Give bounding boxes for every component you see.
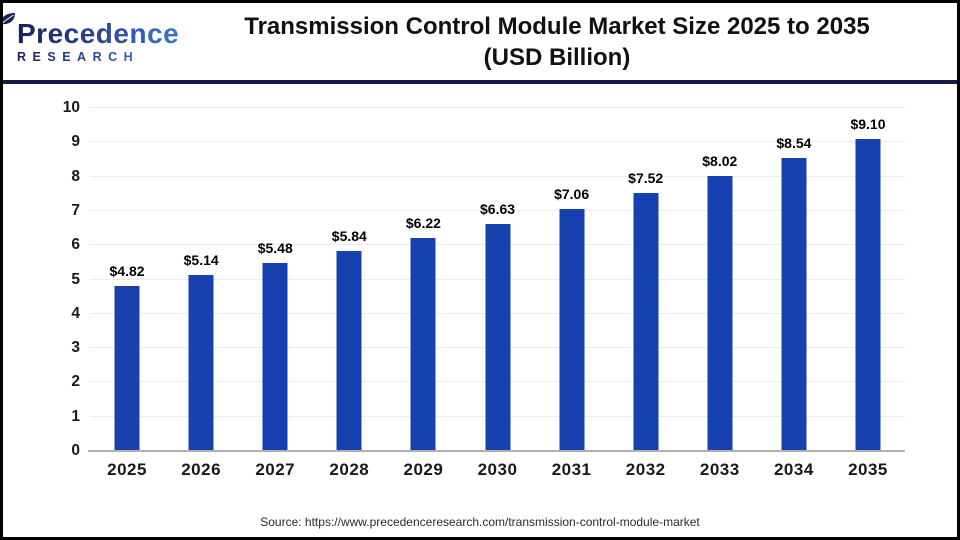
y-tick-label-3: 3 [71, 339, 80, 357]
x-label-2033: 2033 [699, 460, 740, 479]
y-tick-label-6: 6 [71, 236, 80, 254]
y-tick-label-4: 4 [71, 304, 80, 322]
gridline-7 [90, 209, 905, 211]
bar-slot-2029: $6.22 [386, 108, 460, 451]
bar-slot-2028: $5.84 [312, 108, 386, 451]
bars-row: $4.82 $5.14 $5.48 $5.84 $6.22 $6.63 $7.06 $7.52… [90, 108, 905, 451]
bar-slot-2031: $7.06 [535, 108, 609, 451]
x-label-2034: 2034 [773, 460, 814, 479]
chart-title: Transmission Control Module Market Size … [183, 11, 957, 73]
bar-2032 [633, 193, 659, 451]
x-axis-baseline [88, 450, 905, 452]
gridline-9 [90, 141, 905, 143]
bar-2025 [114, 285, 140, 451]
bar-2028 [336, 250, 362, 451]
bar-slot-2027: $5.48 [238, 108, 312, 451]
x-label-2035: 2035 [848, 460, 888, 479]
logo-brand-text: Precedence [17, 18, 180, 50]
bar-2033 [707, 175, 733, 451]
x-label-2027: 2027 [255, 460, 296, 479]
leaf-icon [3, 13, 15, 25]
y-tick-label-0: 0 [71, 442, 80, 459]
plot-area: $4.82 $5.14 $5.48 $5.84 $6.22 $6.63 $7.06 $7.52… [88, 107, 905, 452]
bar-chart: 0 1 2 3 4 5 6 7 8 9 10 $4.82 $5.14 $5.48 $5.84 $6.22 $6… [3, 84, 957, 480]
bar-value-label-2033: $8.02 [702, 152, 738, 169]
x-label-2025: 2025 [107, 460, 147, 479]
chart-title-line1: Transmission Control Module Market Size … [244, 12, 870, 40]
bar-slot-2035: $9.10 [831, 108, 905, 451]
bar-2030 [485, 223, 511, 451]
bar-slot-2032: $7.52 [609, 108, 683, 451]
gridline-8 [90, 175, 905, 177]
bar-2035 [855, 138, 881, 451]
bar-2027 [262, 263, 288, 451]
bar-value-label-2034: $8.54 [776, 135, 812, 152]
y-tick-label-2: 2 [71, 373, 80, 391]
bar-2034 [781, 158, 807, 451]
bar-slot-2034: $8.54 [757, 108, 831, 451]
precedence-research-logo: Precedence RESEARCH [3, 13, 183, 64]
chart-title-line2: (USD Billion) [483, 43, 631, 71]
bar-value-label-2031: $7.06 [554, 185, 590, 202]
x-axis-labels: 2025 2026 2027 2028 2029 2030 2031 2032 2033 2034… [90, 460, 905, 480]
bar-value-label-2032: $7.52 [628, 170, 664, 187]
bar-value-label-2025: $4.82 [109, 262, 145, 279]
bar-value-label-2035: $9.10 [850, 115, 886, 132]
x-label-2028: 2028 [329, 460, 370, 479]
y-tick-label-7: 7 [71, 201, 80, 219]
bar-slot-2026: $5.14 [164, 108, 238, 451]
source-attribution: Source: https://www.precedenceresearch.c… [260, 515, 700, 529]
y-tick-label-10: 10 [62, 99, 80, 116]
x-label-2026: 2026 [181, 460, 222, 479]
x-label-2030: 2030 [477, 460, 518, 479]
logo-sub-text: RESEARCH [17, 50, 183, 64]
bar-value-label-2029: $6.22 [405, 214, 441, 231]
bar-value-label-2027: $5.48 [257, 240, 293, 257]
bar-2031 [559, 208, 585, 451]
y-tick-label-1: 1 [71, 407, 80, 425]
x-label-2029: 2029 [403, 460, 444, 479]
y-axis-labels: 0 1 2 3 4 5 6 7 8 9 10 [3, 99, 90, 459]
bar-value-label-2030: $6.63 [479, 200, 516, 217]
bar-slot-2033: $8.02 [683, 108, 757, 451]
bar-2026 [188, 274, 214, 451]
y-tick-label-9: 9 [71, 133, 80, 151]
bar-2029 [410, 237, 436, 451]
y-tick-label-8: 8 [71, 167, 80, 185]
bar-value-label-2028: $5.84 [331, 227, 367, 244]
y-tick-label-5: 5 [71, 270, 80, 288]
gridline-10 [90, 107, 905, 108]
bar-value-label-2026: $5.14 [183, 251, 219, 268]
x-label-2031: 2031 [551, 460, 592, 479]
x-label-2032: 2032 [625, 460, 666, 479]
header: Precedence RESEARCH Transmission Control… [3, 3, 957, 84]
bar-slot-2030: $6.63 [460, 108, 534, 451]
bar-slot-2025: $4.82 [90, 108, 164, 451]
